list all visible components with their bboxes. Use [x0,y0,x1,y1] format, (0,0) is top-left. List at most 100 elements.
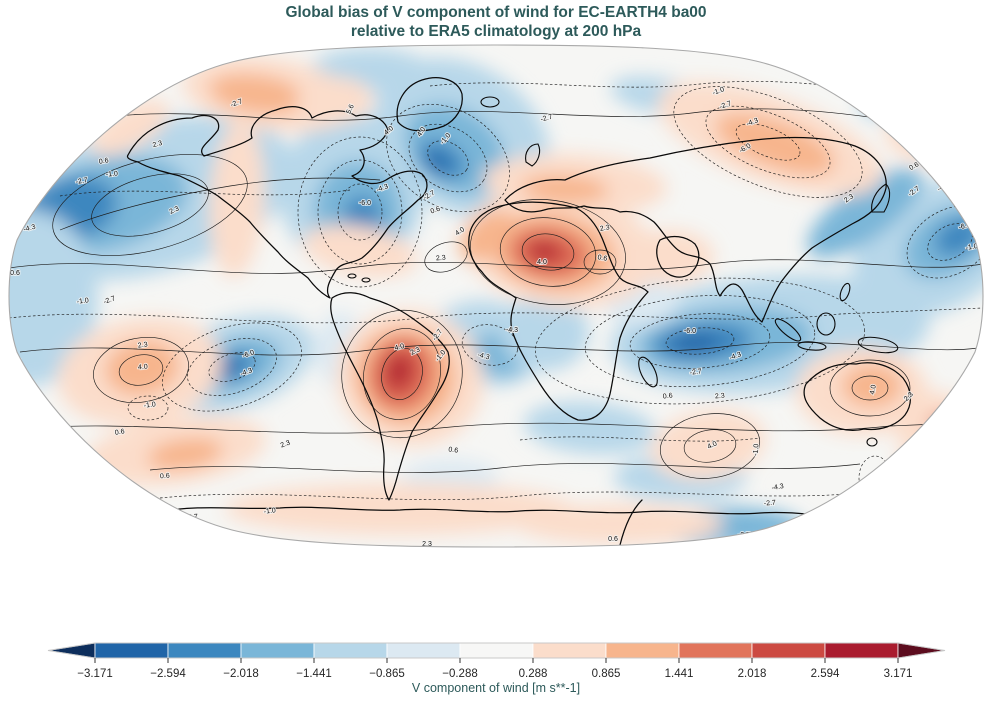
contour-label: 4.0 [138,364,148,372]
field-blob [9,210,98,386]
contour-label: -1.0 [106,170,119,178]
colorbar-tick-label: −3.171 [77,668,113,680]
contour-label: -1.0 [9,358,21,365]
contour-label: -4.3 [771,483,784,492]
contour-lines [9,81,983,501]
contour-label: 0.6 [597,254,608,263]
contour-label: 0.6 [947,397,959,407]
field-blob [209,74,305,114]
contour-label: 2.3 [436,255,446,263]
field-blob [425,153,449,173]
field-blob [459,210,515,262]
contour-label: -1.0 [143,401,156,410]
map-figure: -1.0 -2.7 5.6 4.0 2.3 0.6 -1.0 -2.7 -6.0 -4.3 -6.0… [0,41,992,562]
field-blob [389,358,409,384]
contour-label: 2.3 [152,140,163,149]
contour-label: 2.3 [137,341,148,349]
contour-label: 0.6 [98,157,109,166]
contour-label: -2.7 [75,177,88,186]
colorbar-segment [532,642,607,659]
colorbar-segment [313,642,388,659]
colorbar-svg: −3.171 −2.594 −2.018 −1.441 −0.865 −0.288 0.28… [47,642,946,695]
field-blob [626,230,714,284]
colorbar-tick-label: 0.288 [519,668,548,680]
contour-label: 2.3 [422,541,432,548]
colorbar-tick-label: 1.441 [665,668,694,680]
contour-label: 4.0 [394,343,405,352]
colorbar-tick-label: −2.018 [223,668,259,680]
contour-label: -2.7 [689,368,702,377]
field-blob [524,401,656,455]
contour-label: -4.3 [23,224,37,234]
colorbar-unit-label: V component of wind [m s**-1] [412,681,580,695]
field-blob [521,174,609,204]
field-blob [147,438,223,470]
figure-title: Global bias of V component of wind for E… [0,3,992,41]
field-blob [105,340,179,396]
contour-label: -4.3 [477,352,491,362]
field-blob [807,168,923,258]
colorbar-tick-label: −0.288 [442,668,478,680]
field-blob [225,483,575,535]
contour-label: -1.0 [263,507,276,516]
contour-label: 4.0 [537,259,547,266]
contour-label: -6.0 [34,189,46,196]
contour-label: 0.6 [160,473,170,481]
coastlines [126,77,951,546]
contour-label: -1.0 [872,471,880,484]
colorbar-segment [824,642,899,659]
field-blob [533,243,555,259]
contour-label: 0.6 [10,270,20,277]
field-blob [297,77,373,123]
contour-label: -6.0 [684,328,696,335]
contour-label: 0.6 [662,392,673,400]
contour-label: 0.6 [608,536,618,543]
colorbar-extend-right [897,642,946,659]
colorbar-tick-label: 0.865 [592,668,621,680]
contour-label: -1.0 [76,297,89,306]
colorbar-segment [459,642,534,659]
colorbar-segment [167,642,242,659]
field-blob [302,224,418,278]
colorbar-tick-label: 3.171 [884,668,913,680]
contour-label: -4.3 [506,327,518,334]
colorbar-segment [386,642,461,659]
contour-label: -6.0 [958,222,972,232]
field-blob [832,522,948,547]
figure-title-line2: relative to ERA5 climatology at 200 hPa [350,23,642,40]
colorbar-segment [605,642,680,659]
field-blob [931,93,983,131]
colorbar-tick-label: −1.441 [296,668,332,680]
contour-label: -1.0 [965,243,978,252]
contour-label: 0.6 [448,446,459,454]
colorbar-extend-left [47,642,96,659]
field-blob [928,415,966,437]
colorbar-segment [678,642,753,659]
colorbar-tick-label: 2.594 [811,668,840,680]
contour-label: -2.7 [540,114,554,124]
field-blob [209,122,265,278]
colorbar-segment [240,642,315,659]
colorbar-body [47,642,946,659]
colorbar-tick-label: −2.594 [150,668,186,680]
field-blob [670,333,720,353]
contour-label: 2.3 [599,224,610,233]
field-blob [515,504,725,544]
map-svg: -1.0-2.7 5.64.02.30.6-1.0-2.7-6.0-4.3-6.0… [8,44,984,548]
map-outline [8,44,984,548]
contour-label: 0.6 [430,206,442,216]
field-blob [501,295,589,371]
contour-label: 2.3 [280,440,292,450]
field-blob [715,113,835,175]
contour-label: -6.0 [359,200,371,207]
contour-label: 2.3 [715,393,725,401]
colorbar-ticks: −3.171 −2.594 −2.018 −1.441 −0.865 −0.288 0.28… [77,658,912,680]
colorbar-tick-label: −0.865 [369,668,405,680]
colorbar-tick-label: 2.018 [738,668,767,680]
field-blob [889,392,977,450]
contour-label: 0.6 [114,428,125,437]
contour-label: -2.7 [764,499,777,507]
colorbar: −3.171 −2.594 −2.018 −1.441 −0.865 −0.288 0.28… [0,630,992,702]
contour-label: 2.3 [891,115,902,127]
